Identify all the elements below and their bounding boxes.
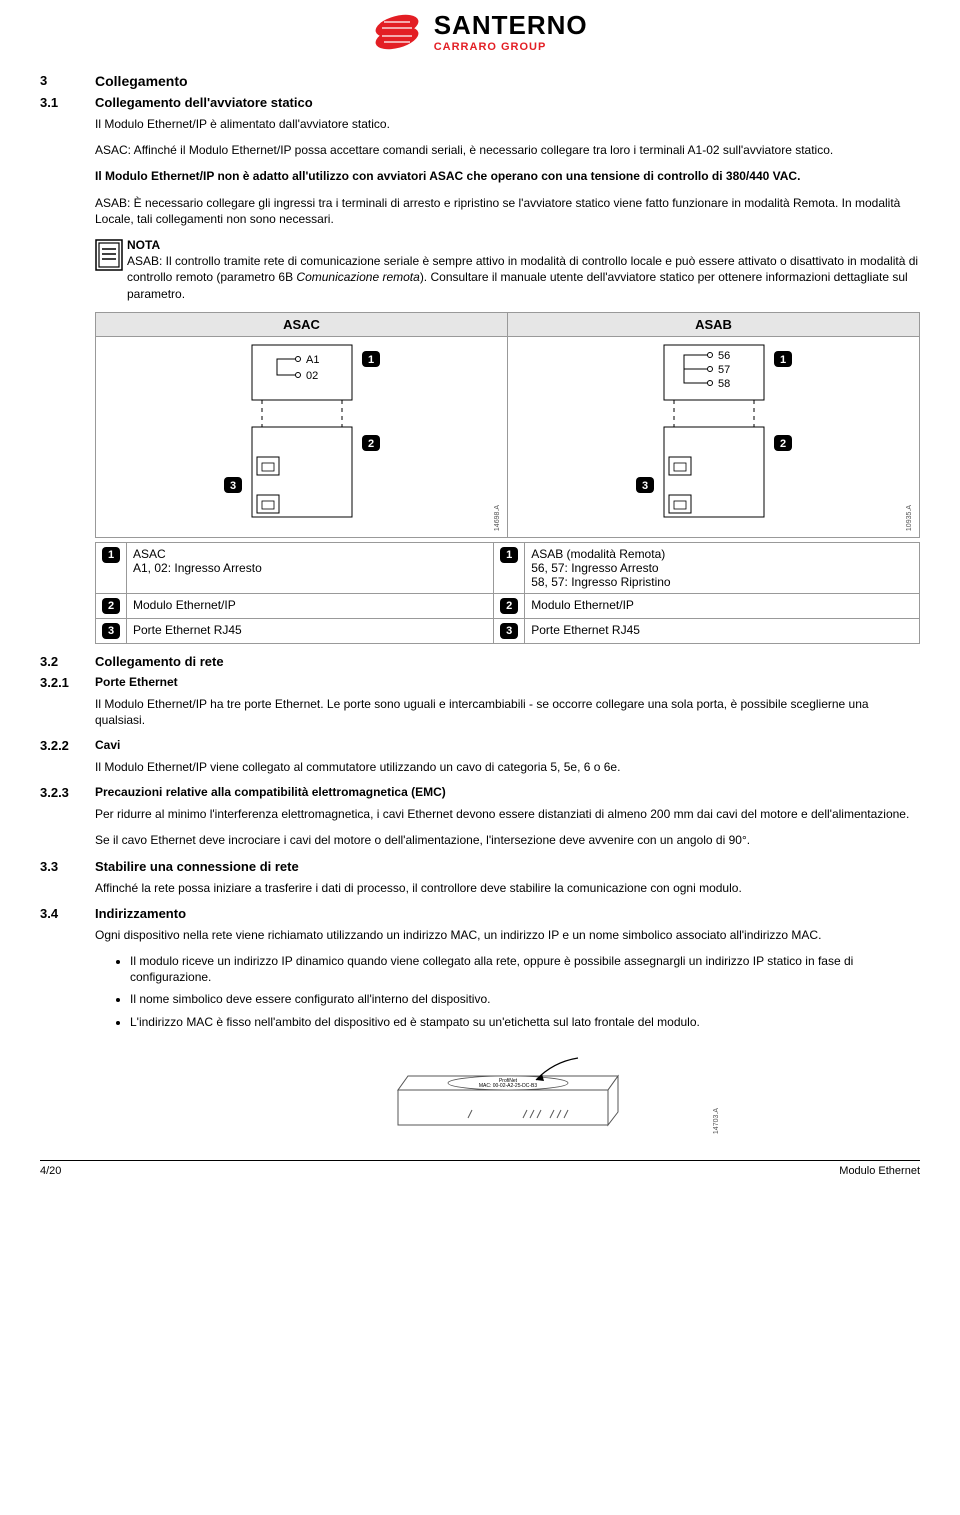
footer-title: Modulo Ethernet [839,1165,920,1177]
mac-diagram: ProfiNet MAC: 00-02-A2-25-DC-B3 14703.A [95,1040,920,1140]
legend-text: ASAB (modalità Remota) 56, 57: Ingresso … [525,542,920,593]
paragraph: Ogni dispositivo nella rete viene richia… [95,927,920,943]
diagram-ref: 14698.A [494,505,501,531]
svg-text:MAC: 00-02-A2-25-DC-B3: MAC: 00-02-A2-25-DC-B3 [478,1083,537,1089]
legend-text: Porte Ethernet RJ45 [127,618,494,643]
section-number: 3.2.2 [40,738,95,753]
diagram-table: ASAC ASAB A1 02 1 [95,312,920,538]
legend-badge: 2 [500,598,518,614]
paragraph: ASAC: Affinché il Modulo Ethernet/IP pos… [95,142,920,158]
list-item: L'indirizzo MAC è fisso nell'ambito del … [130,1014,920,1030]
diagram-asac: A1 02 1 [96,337,507,537]
diagram-ref: 10935.A [906,505,913,531]
logo-icon [372,12,422,52]
svg-text:3: 3 [641,480,647,492]
page-footer: 4/20 Modulo Ethernet [40,1160,920,1177]
section-title: Precauzioni relative alla compatibilità … [95,785,920,799]
diagram-ref: 14703.A [713,1108,720,1134]
legend-text: ASAC A1, 02: Ingresso Arresto [127,542,494,593]
section-number: 3.4 [40,906,95,921]
paragraph: Il Modulo Ethernet/IP è alimentato dall'… [95,116,920,132]
paragraph: Affinché la rete possa iniziare a trasfe… [95,880,920,896]
section-number: 3.3 [40,859,95,874]
svg-text:A1: A1 [306,354,319,366]
section-title: Collegamento dell'avviatore statico [95,95,920,110]
legend-badge: 3 [102,623,120,639]
bullet-list: Il modulo riceve un indirizzo IP dinamic… [130,953,920,1030]
note-text-italic: Comunicazione remota [296,270,419,284]
svg-text:2: 2 [779,438,785,450]
paragraph: Il Modulo Ethernet/IP ha tre porte Ether… [95,696,920,728]
svg-text:58: 58 [718,378,730,390]
list-item: Il modulo riceve un indirizzo IP dinamic… [130,953,920,985]
paragraph: Se il cavo Ethernet deve incrociare i ca… [95,832,920,848]
svg-text:02: 02 [306,370,318,382]
note-icon [95,237,127,302]
svg-text:2: 2 [367,438,373,450]
legend-table: 1 ASAC A1, 02: Ingresso Arresto 1 ASAB (… [95,542,920,644]
section-title: Cavi [95,738,920,752]
section-title: Collegamento di rete [95,654,920,669]
legend-badge: 2 [102,598,120,614]
svg-text:56: 56 [718,350,730,362]
legend-badge: 3 [500,623,518,639]
note-box: NOTA ASAB: Il controllo tramite rete di … [95,237,920,302]
paragraph: Il Modulo Ethernet/IP viene collegato al… [95,759,920,775]
list-item: Il nome simbolico deve essere configurat… [130,991,920,1007]
legend-badge: 1 [102,547,120,563]
paragraph: Per ridurre al minimo l'interferenza ele… [95,806,920,822]
paragraph: ASAB: È necessario collegare gli ingress… [95,195,920,227]
logo-main-text: SANTERNO [434,10,588,41]
section-number: 3.1 [40,95,95,110]
svg-text:1: 1 [367,354,373,366]
legend-badge: 1 [500,547,518,563]
section-title: Indirizzamento [95,906,920,921]
section-title: Collegamento [95,73,920,89]
legend-text: Porte Ethernet RJ45 [525,618,920,643]
header-logo: SANTERNO CARRARO GROUP [40,0,920,73]
note-label: NOTA [127,237,920,253]
section-number: 3.2.1 [40,675,95,690]
svg-text:57: 57 [718,364,730,376]
svg-text:1: 1 [779,354,785,366]
paragraph-bold: Il Modulo Ethernet/IP non è adatto all'u… [95,168,920,184]
section-number: 3.2 [40,654,95,669]
section-title: Porte Ethernet [95,675,920,689]
footer-page: 4/20 [40,1165,61,1177]
logo-sub-text: CARRARO GROUP [434,41,588,53]
section-number: 3.2.3 [40,785,95,800]
section-title: Stabilire una connessione di rete [95,859,920,874]
diagram-header-right: ASAB [508,312,920,336]
diagram-asab: 56 57 58 1 2 3 [508,337,919,537]
legend-text: Modulo Ethernet/IP [525,593,920,618]
legend-text: Modulo Ethernet/IP [127,593,494,618]
diagram-header-left: ASAC [96,312,508,336]
section-number: 3 [40,73,95,88]
svg-text:3: 3 [229,480,235,492]
